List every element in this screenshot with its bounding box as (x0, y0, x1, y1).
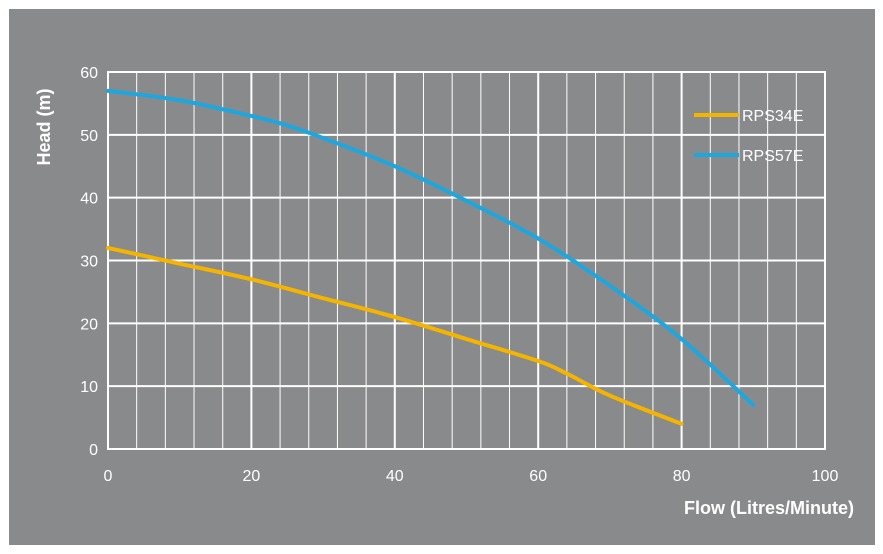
legend-label-rps34e: RPS34E (742, 108, 803, 125)
series-line-rps57e (106, 88, 756, 408)
grid-lines (107, 71, 826, 450)
x-tick-label: 60 (529, 468, 547, 485)
x-tick-label: 100 (812, 468, 839, 485)
y-tick-label: 50 (80, 128, 98, 145)
line-chart: 0 20 40 60 80 100 0 10 20 30 40 50 60 Head (m) Flow … (34, 65, 854, 518)
y-tick-label: 10 (80, 379, 98, 396)
x-tick-label: 40 (386, 468, 404, 485)
y-tick-label: 40 (80, 191, 98, 208)
legend: RPS34E RPS57E (694, 108, 803, 165)
x-tick-label: 0 (104, 468, 113, 485)
y-tick-label: 20 (80, 316, 98, 333)
plot-border (107, 71, 826, 450)
tick-labels: 0 20 40 60 80 100 0 10 20 30 40 50 60 (80, 65, 838, 485)
y-axis-title: Head (m) (34, 88, 54, 165)
series-layer (106, 88, 756, 426)
y-tick-label: 60 (80, 65, 98, 82)
x-axis-title: Flow (Litres/Minute) (684, 498, 854, 518)
series-line-rps34e (106, 245, 684, 426)
x-tick-label: 20 (243, 468, 261, 485)
y-tick-label: 0 (89, 442, 98, 459)
y-tick-label: 30 (80, 254, 98, 271)
legend-label-rps57e: RPS57E (742, 148, 803, 165)
chart-panel: 0 20 40 60 80 100 0 10 20 30 40 50 60 Head (m) Flow … (9, 9, 875, 545)
x-tick-label: 80 (673, 468, 691, 485)
